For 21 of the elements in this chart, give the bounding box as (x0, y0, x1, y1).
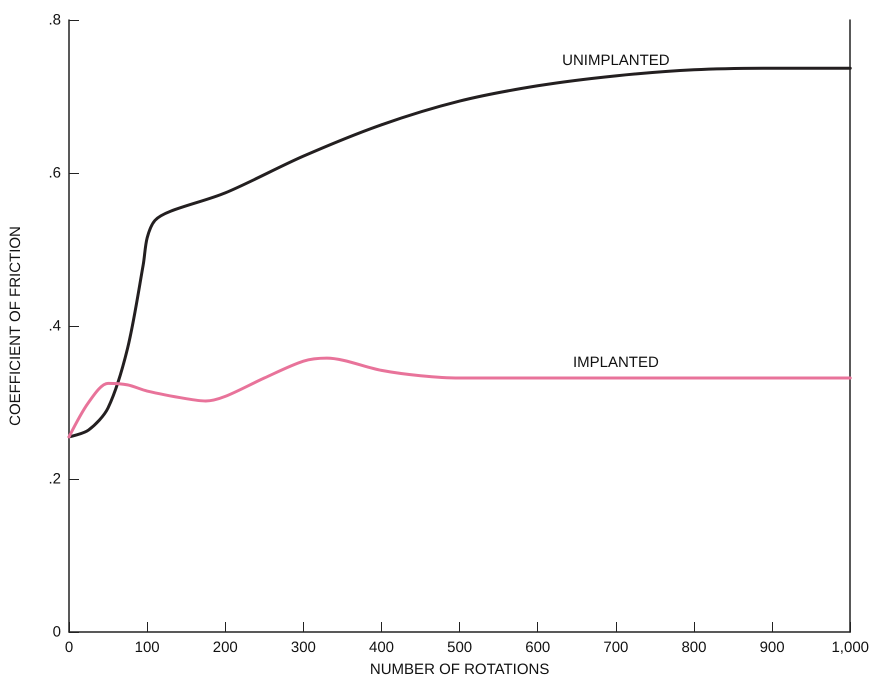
x-tick-label: 300 (290, 639, 316, 656)
y-tick-label: .6 (48, 164, 61, 182)
x-tick-label: 200 (212, 639, 238, 656)
series-label: IMPLANTED (572, 354, 659, 372)
x-tick-label: 400 (368, 639, 394, 656)
y-tick-label: .4 (48, 318, 61, 334)
y-tick-label: .2 (48, 470, 61, 488)
y-axis-title: COEFFICIENT OF FRICTION (7, 226, 24, 426)
x-axis-title: NUMBER OF ROTATIONS (370, 661, 550, 678)
x-tick-label: 900 (760, 639, 785, 656)
series-label: UNIMPLANTED (562, 52, 670, 69)
y-tick-label: .8 (48, 12, 61, 28)
x-tick-label: 100 (134, 639, 160, 656)
x-tick-label: 500 (447, 639, 472, 656)
x-tick-label: 1,000 (831, 639, 870, 656)
line-series (68, 356, 852, 438)
x-tick-label: 700 (603, 639, 628, 656)
x-tick-label: 0 (64, 639, 74, 656)
x-tick-label: 800 (681, 639, 706, 656)
x-tick-label: 600 (525, 639, 550, 656)
y-tick-label: 0 (52, 624, 61, 640)
